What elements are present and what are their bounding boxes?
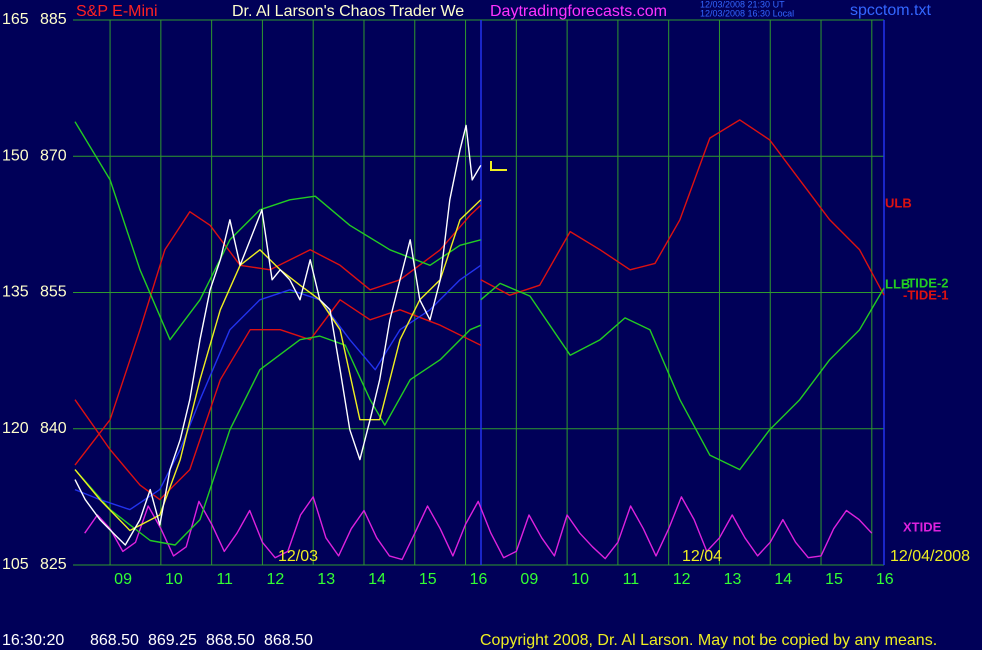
x-tick-label: 13 — [724, 571, 742, 588]
date-label: 12/03 — [278, 548, 318, 565]
y-tick-label: 885 — [40, 11, 67, 28]
legend-label: ULB — [885, 195, 912, 210]
series-line — [84, 496, 873, 561]
y2-tick-label: 165 — [2, 11, 29, 28]
x-tick-label: 16 — [876, 571, 894, 588]
series-line — [74, 264, 482, 511]
x-tick-label: 16 — [470, 571, 488, 588]
x-tick-label: 12 — [267, 571, 285, 588]
instrument: S&P E-Mini — [76, 3, 158, 20]
x-tick-label: 14 — [368, 571, 386, 588]
copyright: Copyright 2008, Dr. Al Larson. May not b… — [480, 632, 937, 649]
y2-tick-label: 135 — [2, 284, 29, 301]
x-tick-label: 13 — [317, 571, 335, 588]
y2-tick-label: 150 — [2, 147, 29, 164]
series-line — [480, 282, 885, 471]
series-line — [74, 324, 482, 546]
status-time: 16:30:20 — [2, 632, 64, 649]
y-tick-label: 855 — [40, 284, 67, 301]
series-line — [74, 124, 482, 546]
quote: 868.50 — [206, 632, 255, 649]
legend-label: -TIDE-1 — [903, 287, 949, 302]
timestamp-local: 12/03/2008 16:30 Local — [700, 8, 794, 18]
x-tick-label: 15 — [419, 571, 437, 588]
quote: 868.50 — [264, 632, 313, 649]
quote: 868.50 — [90, 632, 139, 649]
series-line — [74, 121, 481, 341]
date-label: 12/04/2008 — [890, 548, 970, 565]
x-tick-label: 11 — [623, 571, 640, 588]
y-tick-label: 870 — [40, 147, 67, 164]
legend-label: -TIDE-2 — [903, 275, 949, 290]
projection-marker — [490, 161, 507, 171]
x-tick-label: 09 — [520, 571, 538, 588]
y-tick-label: 840 — [40, 420, 67, 437]
x-tick-label: 14 — [774, 571, 792, 588]
file-name: spcctom.txt — [850, 2, 931, 19]
x-tick-label: 10 — [165, 571, 183, 588]
x-tick-label: 09 — [114, 571, 132, 588]
x-tick-label: 15 — [825, 571, 843, 588]
legend-label: LLB — [885, 276, 910, 291]
x-tick-label: 12 — [673, 571, 691, 588]
y2-tick-label: 120 — [2, 420, 29, 437]
chart-title: Dr. Al Larson's Chaos Trader We — [232, 3, 464, 20]
y2-tick-label: 105 — [2, 556, 29, 573]
quote: 869.25 — [148, 632, 197, 649]
date-label: 12/04 — [682, 548, 722, 565]
series-group — [74, 119, 885, 561]
legend-label: XTIDE — [903, 519, 942, 534]
website: Daytradingforecasts.com — [490, 3, 667, 20]
series-line — [480, 119, 885, 296]
timestamp-ut: 12/03/2008 21:30 UT — [700, 0, 785, 9]
x-tick-label: 11 — [216, 571, 233, 588]
series-line — [74, 299, 482, 501]
x-tick-label: 10 — [571, 571, 589, 588]
y-tick-label: 825 — [40, 556, 67, 573]
